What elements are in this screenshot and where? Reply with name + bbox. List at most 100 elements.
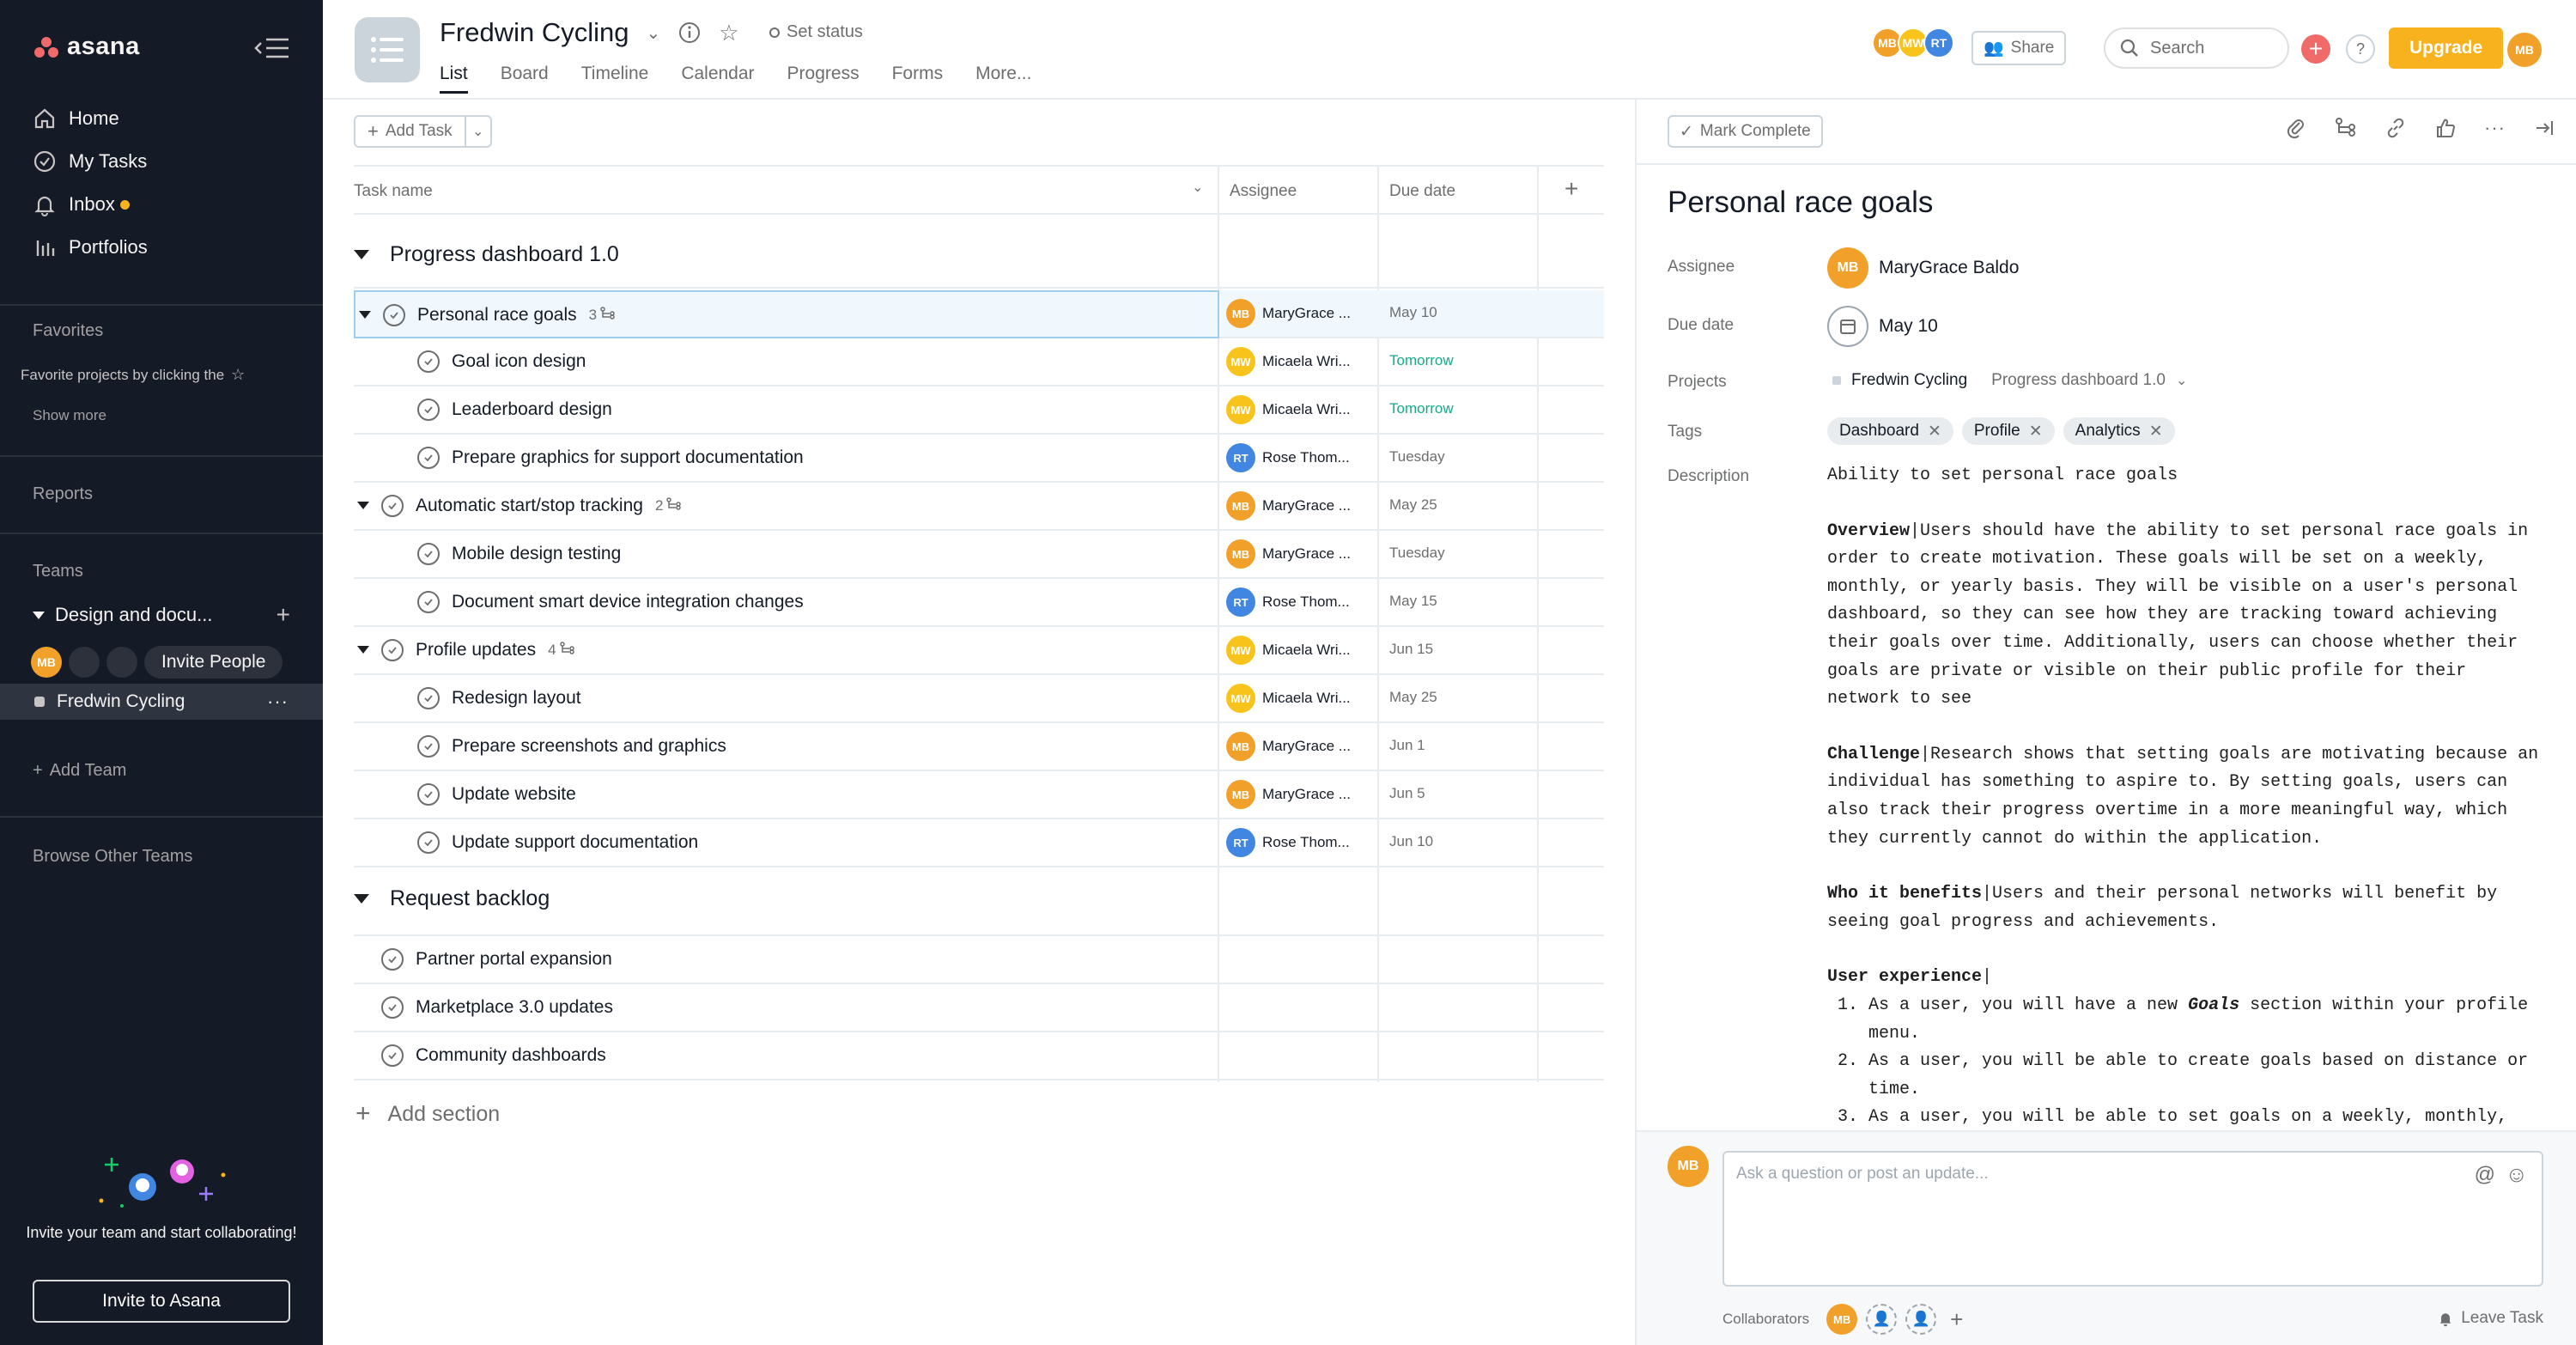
tab-progress[interactable]: Progress: [787, 64, 860, 83]
due-date-field[interactable]: May 10: [1827, 306, 1938, 347]
complete-checkbox-icon[interactable]: [417, 591, 440, 613]
due-date-cell[interactable]: May 10: [1389, 304, 1437, 320]
invite-to-asana-button[interactable]: Invite to Asana: [33, 1280, 290, 1323]
task-name[interactable]: Prepare screenshots and graphics: [452, 736, 726, 756]
task-name-cell[interactable]: Update support documentation: [354, 819, 1219, 866]
nav-my-tasks[interactable]: My Tasks: [33, 146, 290, 177]
tab-calendar[interactable]: Calendar: [681, 64, 755, 83]
comment-input[interactable]: Ask a question or post an update... @ ☺: [1722, 1151, 2543, 1287]
due-date-cell[interactable]: Tomorrow: [1389, 400, 1454, 417]
share-button[interactable]: 👥 Share: [1971, 31, 2067, 65]
due-date-cell[interactable]: Jun 5: [1389, 785, 1425, 801]
section-request-backlog[interactable]: Request backlog: [354, 886, 550, 911]
subtask-count[interactable]: 2: [655, 496, 682, 515]
add-collaborator-icon[interactable]: 👤: [1866, 1304, 1898, 1335]
sidebar-project-fredwin-cycling[interactable]: Fredwin Cycling ···: [0, 684, 323, 720]
avatar[interactable]: MB: [31, 647, 62, 678]
due-date-cell[interactable]: Jun 1: [1389, 737, 1425, 753]
complete-checkbox-icon[interactable]: [381, 639, 404, 661]
task-name-cell[interactable]: Goal icon design: [354, 338, 1219, 385]
assignee-cell[interactable]: MW Micaela Wri...: [1226, 347, 1351, 376]
assignee-cell[interactable]: MW Micaela Wri...: [1226, 684, 1351, 713]
task-name-cell[interactable]: Personal race goals 3: [354, 290, 1219, 338]
invite-people-button[interactable]: Invite People: [144, 646, 283, 679]
tab-more[interactable]: More...: [975, 64, 1032, 83]
tag-chip[interactable]: Profile ✕: [1961, 417, 2055, 445]
table-row[interactable]: Redesign layout MW Micaela Wri... May 25: [354, 675, 1604, 723]
assignee-cell[interactable]: MB MaryGrace ...: [1226, 491, 1351, 520]
assignee-cell[interactable]: RT Rose Thom...: [1226, 443, 1350, 472]
assignee-cell[interactable]: MB MaryGrace ...: [1226, 732, 1351, 761]
due-date-cell[interactable]: Tuesday: [1389, 545, 1445, 561]
task-name[interactable]: Automatic start/stop tracking: [416, 496, 643, 515]
task-name[interactable]: Community dashboards: [416, 1045, 606, 1065]
complete-checkbox-icon[interactable]: [381, 1044, 404, 1067]
star-icon[interactable]: ☆: [719, 19, 739, 46]
assignee-cell[interactable]: MW Micaela Wri...: [1226, 636, 1351, 665]
due-date-cell[interactable]: Jun 10: [1389, 833, 1434, 849]
emoji-icon[interactable]: ☺: [2505, 1161, 2528, 1187]
table-row[interactable]: Update website MB MaryGrace ... Jun 5: [354, 771, 1604, 819]
avatar[interactable]: MB: [1826, 1304, 1858, 1335]
plus-icon[interactable]: +: [1950, 1305, 1964, 1332]
subtask-count[interactable]: 4: [548, 641, 574, 660]
task-name-cell[interactable]: Redesign layout: [354, 675, 1219, 721]
project-name[interactable]: Fredwin Cycling: [1851, 371, 1968, 389]
member-avatars[interactable]: MB MW RT: [1872, 27, 1954, 58]
task-name-cell[interactable]: Prepare graphics for support documentati…: [354, 435, 1219, 481]
expand-caret-icon[interactable]: [359, 311, 371, 319]
browse-teams-link[interactable]: Browse Other Teams: [33, 847, 193, 866]
assignee-cell[interactable]: MB MaryGrace ...: [1226, 539, 1351, 569]
complete-checkbox-icon[interactable]: [417, 350, 440, 373]
chevron-down-icon[interactable]: ⌄: [2175, 374, 2188, 388]
due-date-cell[interactable]: Jun 15: [1389, 641, 1434, 657]
due-date-cell[interactable]: Tuesday: [1389, 448, 1445, 465]
table-row[interactable]: Profile updates 4 MW Micaela Wri... Jun 15: [354, 627, 1604, 675]
thumbs-up-icon[interactable]: [2434, 117, 2457, 139]
tag-chip[interactable]: Analytics ✕: [2063, 417, 2175, 445]
projects-field[interactable]: Fredwin Cycling Progress dashboard 1.0 ⌄: [1832, 371, 2187, 390]
quick-add-plus-icon[interactable]: +: [2301, 34, 2330, 64]
col-task-name[interactable]: Task name: [354, 182, 433, 200]
more-icon[interactable]: ···: [2484, 117, 2506, 138]
assignee-cell[interactable]: RT Rose Thom...: [1226, 828, 1350, 857]
close-pane-icon[interactable]: [2533, 117, 2555, 139]
add-task-dropdown[interactable]: ⌄: [465, 115, 492, 148]
search-box[interactable]: Search: [2104, 27, 2289, 69]
mention-icon[interactable]: @: [2474, 1163, 2495, 1186]
subtask-icon[interactable]: [2335, 117, 2357, 139]
task-name[interactable]: Prepare graphics for support documentati…: [452, 447, 804, 467]
task-name-cell[interactable]: Prepare screenshots and graphics: [354, 723, 1219, 770]
task-name-cell[interactable]: Marketplace 3.0 updates: [354, 984, 1219, 1031]
task-name[interactable]: Profile updates: [416, 640, 537, 660]
leave-task-button[interactable]: Leave Task: [2437, 1309, 2543, 1328]
show-more-link[interactable]: Show more: [33, 407, 106, 423]
task-name[interactable]: Personal race goals: [417, 305, 577, 325]
add-collaborator-icon[interactable]: 👤: [1905, 1304, 1937, 1335]
table-row[interactable]: Goal icon design MW Micaela Wri... Tomorrow: [354, 338, 1604, 386]
tab-forms[interactable]: Forms: [891, 64, 944, 83]
task-name-cell[interactable]: Profile updates 4: [354, 627, 1219, 673]
section-name[interactable]: Progress dashboard 1.0: [1991, 371, 2166, 389]
avatar[interactable]: RT: [1923, 27, 1954, 58]
close-icon[interactable]: ✕: [2028, 422, 2043, 441]
team-design-docs[interactable]: Design and docu... +: [33, 601, 290, 629]
add-team-link[interactable]: + Add Team: [33, 761, 126, 781]
attachment-icon[interactable]: [2285, 117, 2307, 139]
task-name[interactable]: Update website: [452, 784, 576, 804]
task-name-cell[interactable]: Leaderboard design: [354, 386, 1219, 433]
assignee-cell[interactable]: MW Micaela Wri...: [1226, 395, 1351, 424]
add-column-plus-icon[interactable]: +: [1564, 175, 1579, 202]
complete-checkbox-icon[interactable]: [417, 543, 440, 565]
task-name-cell[interactable]: Mobile design testing: [354, 531, 1219, 577]
due-date-cell[interactable]: May 25: [1389, 689, 1437, 705]
table-row[interactable]: Community dashboards: [354, 1032, 1604, 1080]
task-name[interactable]: Redesign layout: [452, 688, 581, 708]
table-row[interactable]: Prepare screenshots and graphics MB MaryGr…: [354, 723, 1604, 771]
tab-board[interactable]: Board: [500, 64, 549, 83]
task-title[interactable]: Personal race goals: [1668, 186, 1934, 219]
table-row[interactable]: Personal race goals 3 MB MaryGrace ... May 1…: [354, 290, 1604, 338]
assignee-cell[interactable]: MB MaryGrace ...: [1226, 780, 1351, 809]
task-name[interactable]: Partner portal expansion: [416, 949, 612, 969]
collapse-caret-icon[interactable]: [354, 894, 369, 904]
